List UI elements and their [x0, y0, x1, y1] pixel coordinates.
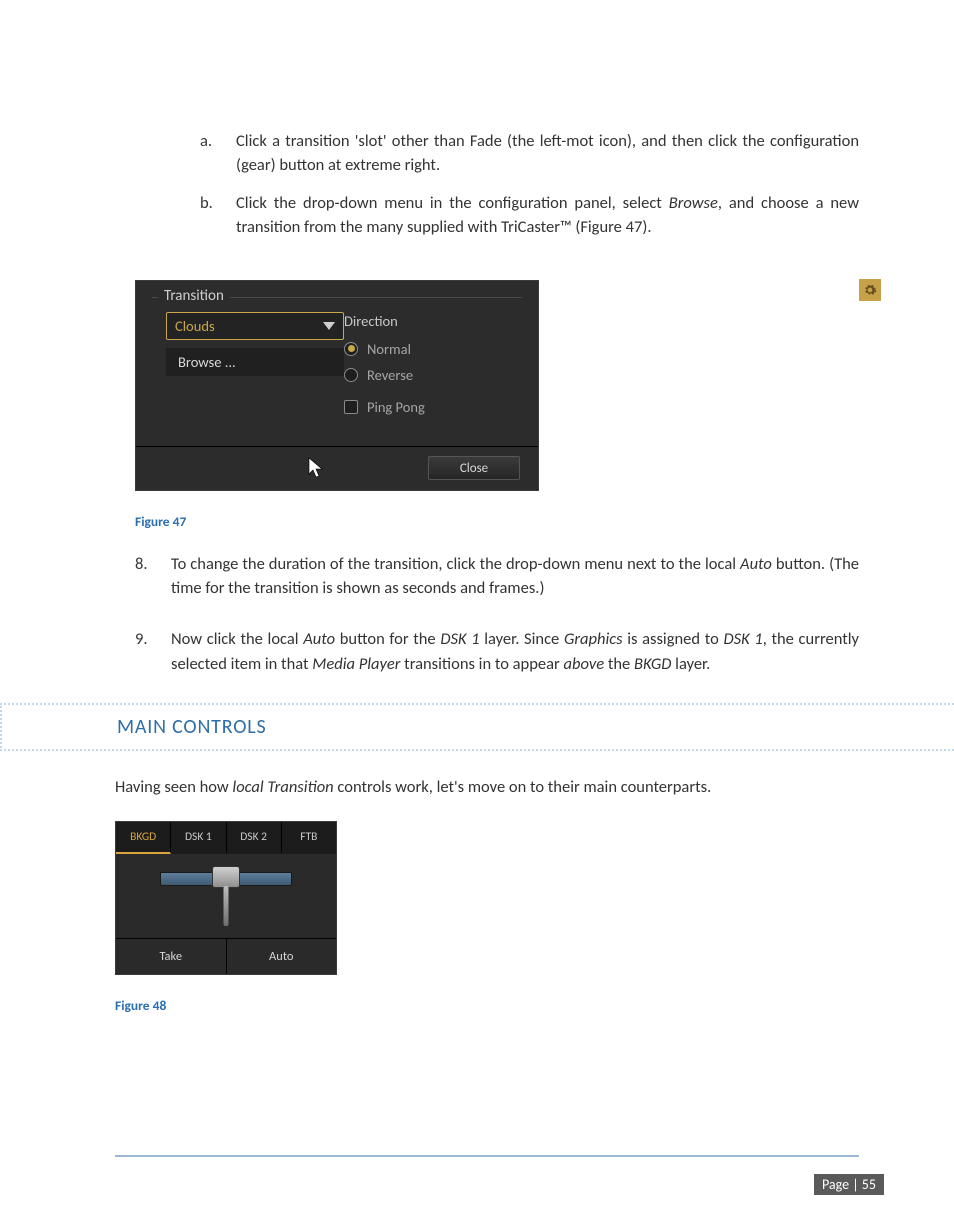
main-list: 8. To change the duration of the transit…: [135, 552, 859, 677]
direction-label: Direction: [344, 312, 508, 330]
intro-paragraph: Having seen how local Transition control…: [115, 775, 859, 800]
sub-list-item: b. Click the drop-down menu in the confi…: [200, 192, 859, 240]
checkbox-pingpong[interactable]: Ping Pong: [344, 398, 508, 416]
tbar-area: [116, 854, 336, 938]
main-transition-panel: BKGD DSK 1 DSK 2 FTB Take Auto: [115, 821, 337, 975]
gear-icon: [863, 283, 877, 297]
tab-bkgd[interactable]: BKGD: [116, 822, 171, 854]
list-marker: 8.: [135, 552, 171, 602]
list-text: Click a transition 'slot' other than Fad…: [236, 130, 859, 178]
chevron-down-icon: [323, 322, 335, 330]
cursor-icon: [308, 457, 326, 484]
transition-config-panel: Transition Clouds Browse ... Direction: [135, 280, 859, 491]
transition-select[interactable]: Clouds: [166, 312, 344, 340]
radio-icon: [344, 368, 358, 382]
browse-option[interactable]: Browse ...: [166, 348, 344, 376]
tab-dsk1[interactable]: DSK 1: [171, 822, 226, 854]
panel-footer: Close: [136, 446, 538, 490]
fieldset-legend: Transition: [158, 287, 230, 305]
section-heading: MAIN CONTROLS: [117, 715, 954, 739]
layer-tabs: BKGD DSK 1 DSK 2 FTB: [116, 822, 336, 854]
list-text: Now click the local Auto button for the …: [171, 627, 859, 677]
close-button[interactable]: Close: [428, 456, 520, 480]
page-number: Page | 55: [814, 1174, 884, 1195]
radio-reverse[interactable]: Reverse: [344, 366, 508, 384]
section-heading-box: MAIN CONTROLS: [0, 703, 954, 751]
tab-ftb[interactable]: FTB: [282, 822, 336, 854]
radio-icon: [344, 342, 358, 356]
transition-fieldset: Transition Clouds Browse ... Direction: [152, 297, 522, 434]
sub-list-item: a. Click a transition 'slot' other than …: [200, 130, 859, 178]
list-marker: b.: [200, 192, 236, 240]
radio-normal[interactable]: Normal: [344, 340, 508, 358]
list-text: Click the drop-down menu in the configur…: [236, 192, 859, 240]
figure-47-caption: Figure 47: [135, 513, 859, 530]
footer-rule: [115, 1155, 859, 1157]
tbar-stick[interactable]: [224, 886, 229, 926]
gear-button[interactable]: [859, 279, 881, 301]
transition-panel-body: Transition Clouds Browse ... Direction: [135, 280, 539, 491]
tbar-handle[interactable]: [212, 866, 240, 888]
list-text: To change the duration of the transition…: [171, 552, 859, 602]
take-auto-row: Take Auto: [116, 938, 336, 974]
figure-48-caption: Figure 48: [115, 997, 859, 1014]
list-marker: 9.: [135, 627, 171, 677]
main-list-item: 8. To change the duration of the transit…: [135, 552, 859, 602]
take-button[interactable]: Take: [116, 939, 227, 974]
auto-button[interactable]: Auto: [227, 939, 337, 974]
checkbox-icon: [344, 400, 358, 414]
tab-dsk2[interactable]: DSK 2: [227, 822, 282, 854]
sub-list: a. Click a transition 'slot' other than …: [200, 130, 859, 240]
list-marker: a.: [200, 130, 236, 178]
main-list-item: 9. Now click the local Auto button for t…: [135, 627, 859, 677]
transition-select-value: Clouds: [175, 317, 215, 335]
